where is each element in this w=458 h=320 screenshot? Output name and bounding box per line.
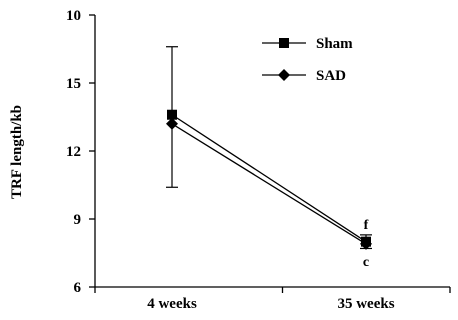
series-line xyxy=(171,123,367,245)
legend-item-sham: Sham xyxy=(262,36,353,52)
legend-item-sad: SAD xyxy=(262,68,346,84)
ticks: 6 9 12 15 10 4 weeks 35 weeks xyxy=(66,8,451,312)
series-sad xyxy=(166,117,372,250)
x-tick-label: 4 weeks xyxy=(147,296,197,312)
diamond-marker xyxy=(278,69,290,81)
legend-label: SAD xyxy=(316,68,346,84)
series: fc xyxy=(166,46,372,270)
y-tick-label: 12 xyxy=(66,144,81,160)
diamond-marker xyxy=(166,117,178,130)
diamond-marker xyxy=(360,237,372,250)
square-marker xyxy=(279,38,289,48)
x-tick-label: 35 weeks xyxy=(337,296,394,312)
legend: Sham SAD xyxy=(262,36,353,84)
y-tick-label: 10 xyxy=(66,8,81,24)
square-marker xyxy=(167,109,177,120)
y-axis-label: TRF length/kb xyxy=(9,105,25,199)
legend-label: Sham xyxy=(316,36,353,52)
annotation-label: c xyxy=(363,255,369,270)
y-tick-label: 9 xyxy=(74,212,82,228)
axes xyxy=(94,15,450,288)
y-tick-label: 6 xyxy=(74,280,82,296)
series-line xyxy=(171,114,367,243)
annotation-label: f xyxy=(364,218,369,233)
y-tick-label: 15 xyxy=(66,76,81,92)
